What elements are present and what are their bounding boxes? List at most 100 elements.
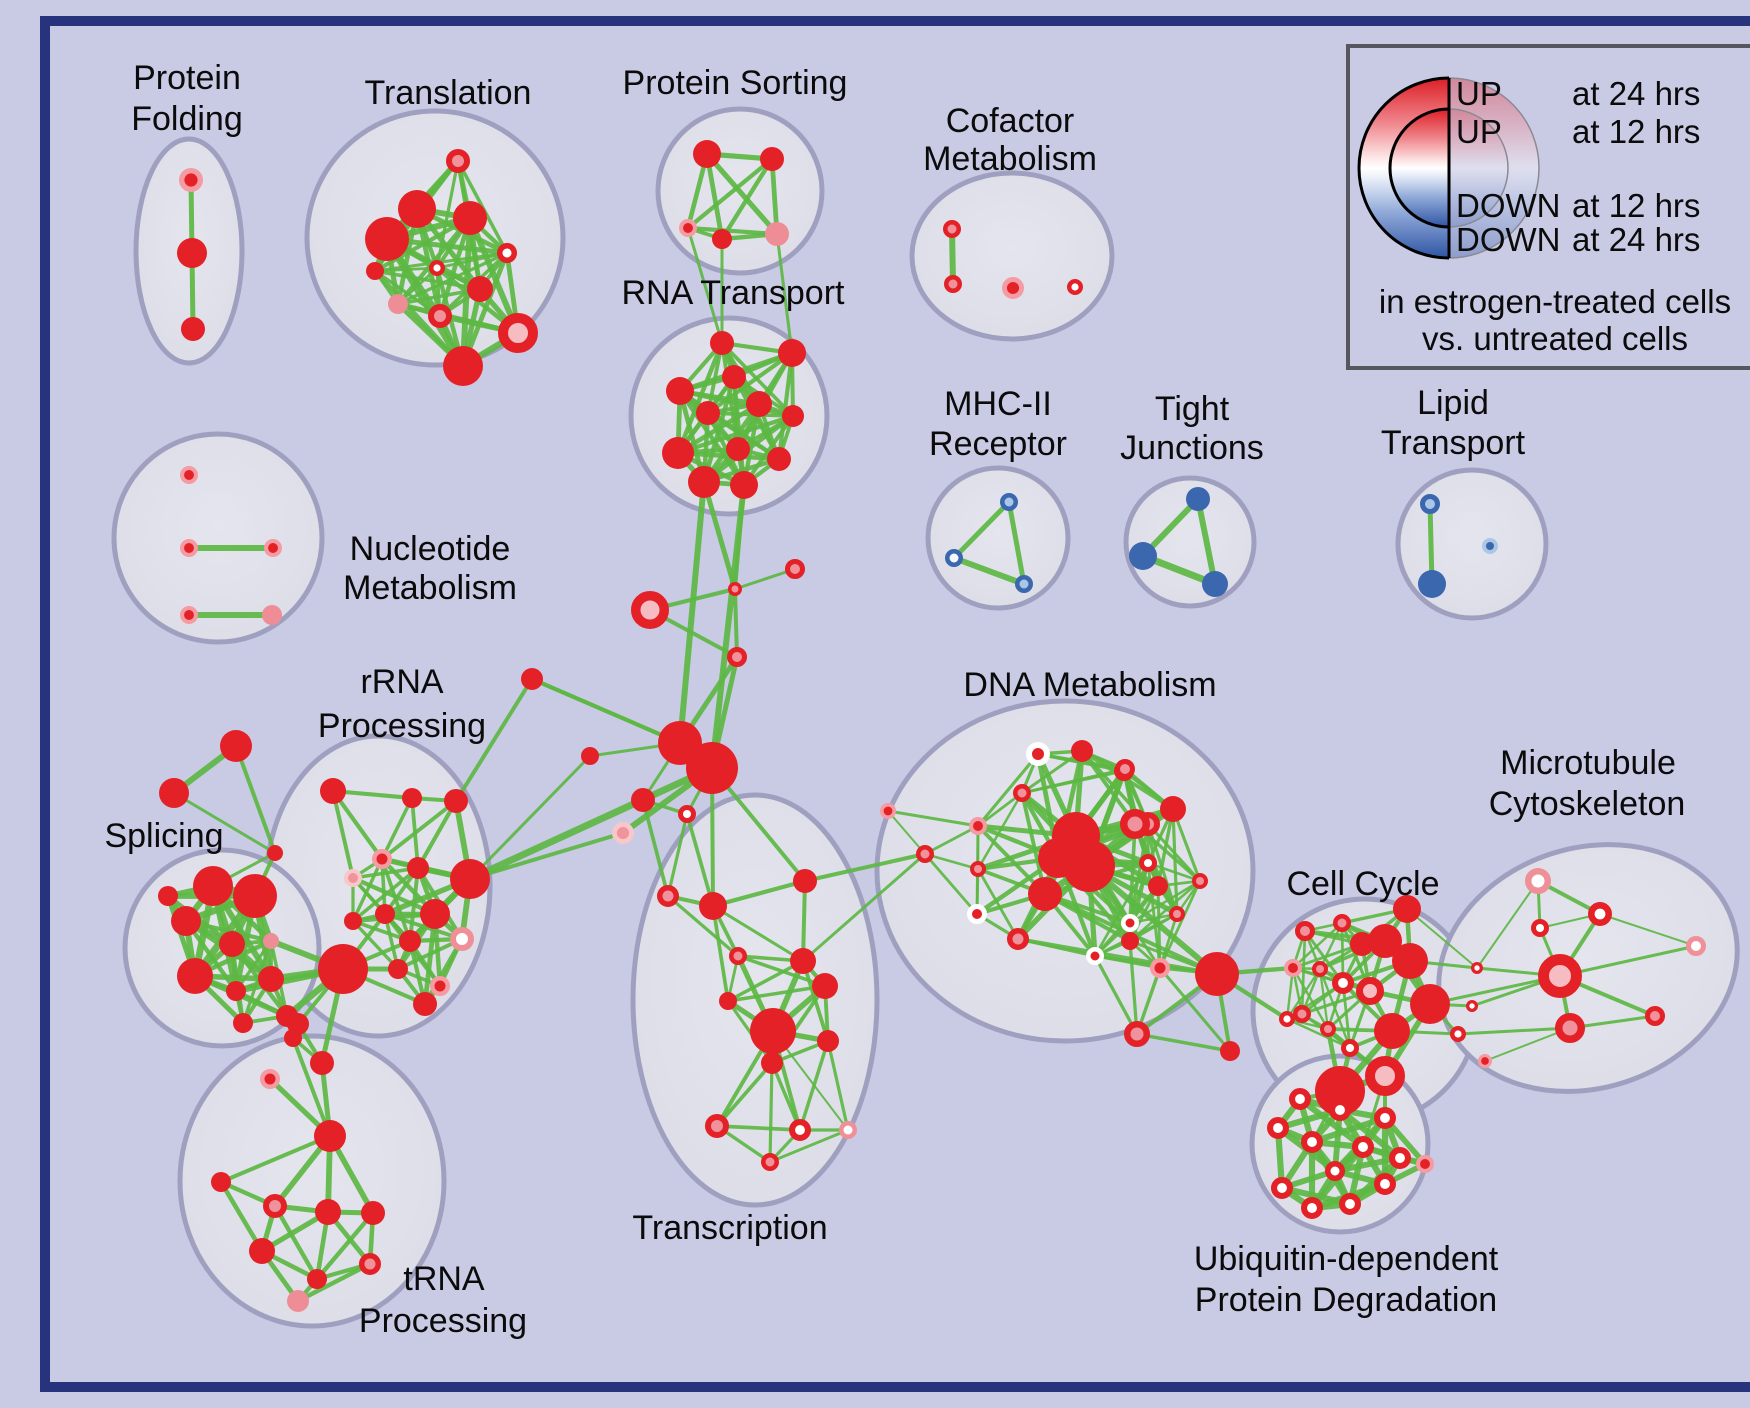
edge <box>1128 939 1139 1036</box>
gene-node-tr <box>839 1121 857 1139</box>
cluster-label-nucleotide: Metabolism <box>343 569 517 607</box>
gene-node-lipid <box>1420 494 1440 514</box>
edge <box>380 799 458 861</box>
gene-node-dna <box>1138 853 1157 872</box>
cluster-label-lipid: Lipid <box>1417 384 1489 422</box>
edge <box>1476 880 1539 969</box>
edge <box>1146 861 1202 883</box>
edge <box>951 555 1027 587</box>
edge <box>1158 966 1232 1053</box>
edge <box>715 1061 774 1128</box>
gene-node-micro <box>1555 1013 1585 1043</box>
cluster-ellipse-cofactor <box>909 170 1115 342</box>
edge <box>373 266 439 273</box>
cluster-label-folding: Folding <box>131 100 243 138</box>
legend-inner-pale-half <box>1449 109 1508 227</box>
gene-node-sorting <box>679 218 698 237</box>
gene-node-spl <box>219 931 245 957</box>
gene-node-ubiq <box>1325 1161 1345 1181</box>
gene-node-dna <box>1160 796 1186 822</box>
gene-node-ubiq <box>1416 1155 1435 1174</box>
gene-node-trna <box>287 1290 309 1312</box>
edge <box>733 587 739 659</box>
gene-node-rrna <box>344 912 362 930</box>
gene-node-dna <box>1028 877 1062 911</box>
gene-node-rna <box>767 447 791 471</box>
gene-node-con <box>879 802 896 819</box>
gene-node-tr <box>812 973 838 999</box>
gene-node-rrna <box>413 992 437 1016</box>
edge <box>1456 1026 1572 1036</box>
edge <box>769 156 780 237</box>
edge <box>383 912 464 941</box>
gene-node-nucleotide <box>179 465 198 484</box>
gene-node-trna <box>359 1253 381 1275</box>
gene-node-spl <box>233 1013 253 1033</box>
gene-node-cell <box>1410 984 1450 1024</box>
gene-node-spl <box>263 933 279 949</box>
edge <box>1291 921 1344 970</box>
gene-node-ubiq <box>1289 1088 1312 1111</box>
edge <box>372 215 473 274</box>
gene-node-translation <box>429 259 446 276</box>
legend-time-0: at 24 hrs <box>1572 75 1700 112</box>
cluster-ellipse-lipid <box>1395 467 1549 621</box>
edge <box>709 482 747 771</box>
gene-node-cell <box>1333 914 1351 932</box>
gene-node-micro <box>1645 1006 1665 1026</box>
gene-node-spl <box>177 958 213 994</box>
gene-node-dna <box>916 845 934 863</box>
gene-node-cell <box>1293 1005 1311 1023</box>
gene-node-dna <box>1148 876 1168 896</box>
gene-node-tr <box>699 892 727 920</box>
gene-node-con <box>686 742 738 794</box>
gene-node-nucleotide <box>179 539 198 558</box>
gene-node-cell <box>1195 952 1239 996</box>
cluster-label-micro: Microtubule <box>1500 744 1676 782</box>
gene-node-dna <box>1192 873 1208 889</box>
gene-node-micro <box>1471 962 1484 975</box>
edge <box>1128 861 1150 925</box>
cluster-label-sorting: Protein Sorting <box>623 64 848 102</box>
gene-node-rrna <box>284 1029 302 1047</box>
gene-node-dna <box>1121 914 1139 932</box>
gene-node-rrna <box>310 1051 334 1075</box>
cluster-ellipse-mhc <box>925 465 1071 611</box>
cluster-label-nucleotide: Nucleotide <box>350 530 511 568</box>
edge <box>705 350 795 416</box>
edge <box>415 798 459 871</box>
edge <box>710 878 808 909</box>
edge <box>706 411 795 418</box>
cluster-label-ubiq: Ubiquitin-dependent <box>1194 1240 1499 1278</box>
gene-node-trna <box>361 1201 385 1225</box>
gene-node-folding <box>177 238 207 268</box>
edge <box>1135 1032 1232 1053</box>
gene-node-sorting <box>693 140 721 168</box>
edge <box>1128 879 1202 943</box>
edge <box>675 413 796 456</box>
legend-time-1: at 12 hrs <box>1572 113 1700 150</box>
gene-node-rrna <box>320 778 346 804</box>
edge <box>351 857 384 923</box>
gene-node-dna <box>1007 928 1029 950</box>
legend-time-3: at 24 hrs <box>1572 221 1700 258</box>
edge <box>218 1179 265 1254</box>
gene-node-micro <box>1588 901 1613 926</box>
edge <box>666 812 689 898</box>
cluster-label-rrna: Processing <box>318 707 486 745</box>
gene-node-rrna <box>388 959 408 979</box>
edge <box>1128 822 1137 925</box>
edge <box>1406 908 1478 969</box>
gene-node-folding <box>181 317 205 341</box>
edge <box>1093 861 1150 958</box>
edge <box>923 852 979 916</box>
gene-node-nucleotide <box>262 605 282 625</box>
gene-node-cell <box>1315 1066 1365 1116</box>
edge <box>726 984 827 1003</box>
edge <box>768 1061 774 1164</box>
cluster-label-cofactor: Cofactor <box>946 102 1075 140</box>
gene-node-dna <box>1169 906 1185 922</box>
edge <box>467 215 521 336</box>
edge <box>1086 863 1220 977</box>
